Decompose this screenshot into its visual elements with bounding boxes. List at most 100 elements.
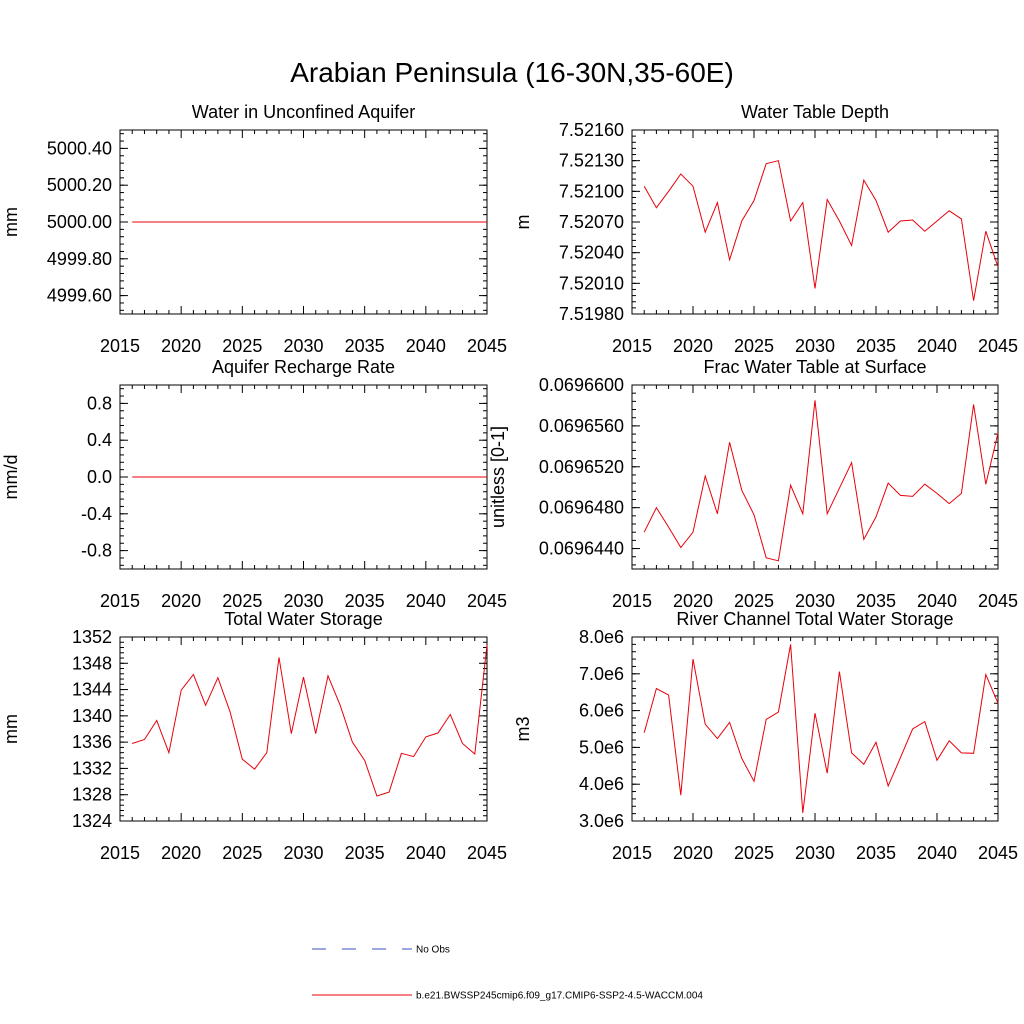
panel-title: Aquifer Recharge Rate <box>212 357 395 377</box>
y-tick-label: 0.0696600 <box>539 375 624 395</box>
y-tick-label: 7.52130 <box>559 151 624 171</box>
panel-5: Total Water Storage 2015 2020 2025 2030 2035 2… <box>1 609 507 863</box>
figure-title: Arabian Peninsula (16-30N,35-60E) <box>290 57 734 88</box>
x-tick-label: 2035 <box>345 591 385 611</box>
y-axis-label: mm <box>1 207 21 237</box>
x-tick-label: 2020 <box>673 591 713 611</box>
plot-frame <box>631 384 999 570</box>
x-tick-label: 2030 <box>283 591 323 611</box>
y-tick-label: 7.52100 <box>559 181 624 201</box>
legend: No Obs b.e21.BWSSP245cmip6.f09_g17.CMIP6… <box>312 945 703 1002</box>
x-tick-label: 2025 <box>734 591 774 611</box>
panel-3: Aquifer Recharge Rate 2015 2020 2025 2030 203… <box>1 357 507 611</box>
x-tick-label: 2015 <box>100 336 140 356</box>
y-tick-label: 4.0e6 <box>579 774 624 794</box>
y-tick-label: 0.0696560 <box>539 416 624 436</box>
y-tick-label: 3.0e6 <box>579 811 624 831</box>
x-tick-label: 2040 <box>917 336 957 356</box>
x-tick-label: 2025 <box>734 843 774 863</box>
legend-no-obs-label: No Obs <box>416 945 450 956</box>
x-tick-label: 2035 <box>856 336 896 356</box>
panel-title: Water in Unconfined Aquifer <box>192 102 415 122</box>
x-tick-label: 2040 <box>406 591 446 611</box>
panel-4: Frac Water Table at Surface 2015 2020 2025 2… <box>488 357 1018 611</box>
panel-2: Water Table Depth 2015 2020 2025 2030 2035 204… <box>513 102 1018 356</box>
x-tick-label: 2030 <box>795 591 835 611</box>
x-tick-label: 2045 <box>978 843 1018 863</box>
x-tick-label: 2040 <box>406 843 446 863</box>
y-tick-label: 0.8 <box>87 393 112 413</box>
y-tick-label: 1328 <box>72 785 112 805</box>
x-tick-label: 2045 <box>467 591 507 611</box>
y-tick-label: 7.52040 <box>559 243 624 263</box>
y-tick-label: 0.4 <box>87 430 112 450</box>
plot-frame <box>119 636 488 822</box>
y-tick-label: 1324 <box>72 811 112 831</box>
y-tick-label: -0.8 <box>81 541 112 561</box>
panel-title: Water Table Depth <box>741 102 889 122</box>
x-tick-label: 2035 <box>345 843 385 863</box>
y-tick-label: 7.51980 <box>559 304 624 324</box>
x-tick-label: 2030 <box>283 843 323 863</box>
x-tick-label: 2040 <box>917 591 957 611</box>
series-line <box>643 400 999 562</box>
panel-title: River Channel Total Water Storage <box>676 609 953 629</box>
x-tick-label: 2035 <box>856 843 896 863</box>
x-tick-label: 2045 <box>978 336 1018 356</box>
x-tick-label: 2045 <box>467 336 507 356</box>
y-tick-label: 5000.20 <box>47 175 112 195</box>
y-tick-label: 5000.40 <box>47 138 112 158</box>
series-line <box>643 160 999 301</box>
panel-1: Water in Unconfined Aquifer 2015 2020 2025 2… <box>1 102 507 356</box>
y-tick-label: 1344 <box>72 680 112 700</box>
x-tick-label: 2030 <box>795 843 835 863</box>
x-tick-label: 2015 <box>612 591 652 611</box>
x-tick-label: 2040 <box>406 336 446 356</box>
x-tick-label: 2020 <box>673 843 713 863</box>
series-line <box>132 644 488 797</box>
x-tick-label: 2035 <box>856 591 896 611</box>
y-axis-label: m3 <box>513 716 533 741</box>
legend-model-label: b.e21.BWSSP245cmip6.f09_g17.CMIP6-SSP2-4… <box>416 991 703 1002</box>
y-tick-label: 0.0696480 <box>539 498 624 518</box>
x-tick-label: 2045 <box>467 843 507 863</box>
x-tick-label: 2020 <box>161 591 201 611</box>
y-tick-label: 6.0e6 <box>579 701 624 721</box>
y-tick-label: -0.4 <box>81 504 112 524</box>
x-tick-label: 2025 <box>222 843 262 863</box>
x-tick-label: 2030 <box>795 336 835 356</box>
y-axis-label: unitless [0-1] <box>488 426 508 528</box>
y-tick-label: 5.0e6 <box>579 737 624 757</box>
x-tick-label: 2015 <box>612 843 652 863</box>
x-tick-label: 2030 <box>283 336 323 356</box>
x-tick-label: 2025 <box>222 591 262 611</box>
y-tick-label: 7.0e6 <box>579 664 624 684</box>
y-axis-label: m <box>513 215 533 230</box>
y-tick-label: 5000.00 <box>47 212 112 232</box>
chart-panels: Water in Unconfined Aquifer 2015 2020 2025 2… <box>1 102 1018 863</box>
y-tick-label: 0.0 <box>87 467 112 487</box>
x-tick-label: 2015 <box>100 591 140 611</box>
x-tick-label: 2025 <box>222 336 262 356</box>
y-axis-label: mm <box>1 714 21 744</box>
y-tick-label: 4999.80 <box>47 249 112 269</box>
y-tick-label: 1336 <box>72 732 112 752</box>
y-tick-label: 1340 <box>72 706 112 726</box>
y-tick-label: 1348 <box>72 653 112 673</box>
panel-6: River Channel Total Water Storage 2015 202… <box>513 609 1018 863</box>
y-tick-label: 7.52160 <box>559 120 624 140</box>
x-tick-label: 2015 <box>100 843 140 863</box>
panel-title: Total Water Storage <box>224 609 382 629</box>
x-tick-label: 2045 <box>978 591 1018 611</box>
x-tick-label: 2025 <box>734 336 774 356</box>
y-tick-label: 1332 <box>72 758 112 778</box>
y-tick-label: 7.52070 <box>559 212 624 232</box>
y-tick-label: 1352 <box>72 627 112 647</box>
y-tick-label: 8.0e6 <box>579 627 624 647</box>
y-tick-label: 4999.60 <box>47 286 112 306</box>
panel-title: Frac Water Table at Surface <box>703 357 926 377</box>
y-tick-label: 7.52010 <box>559 273 624 293</box>
x-tick-label: 2040 <box>917 843 957 863</box>
x-tick-label: 2020 <box>161 336 201 356</box>
